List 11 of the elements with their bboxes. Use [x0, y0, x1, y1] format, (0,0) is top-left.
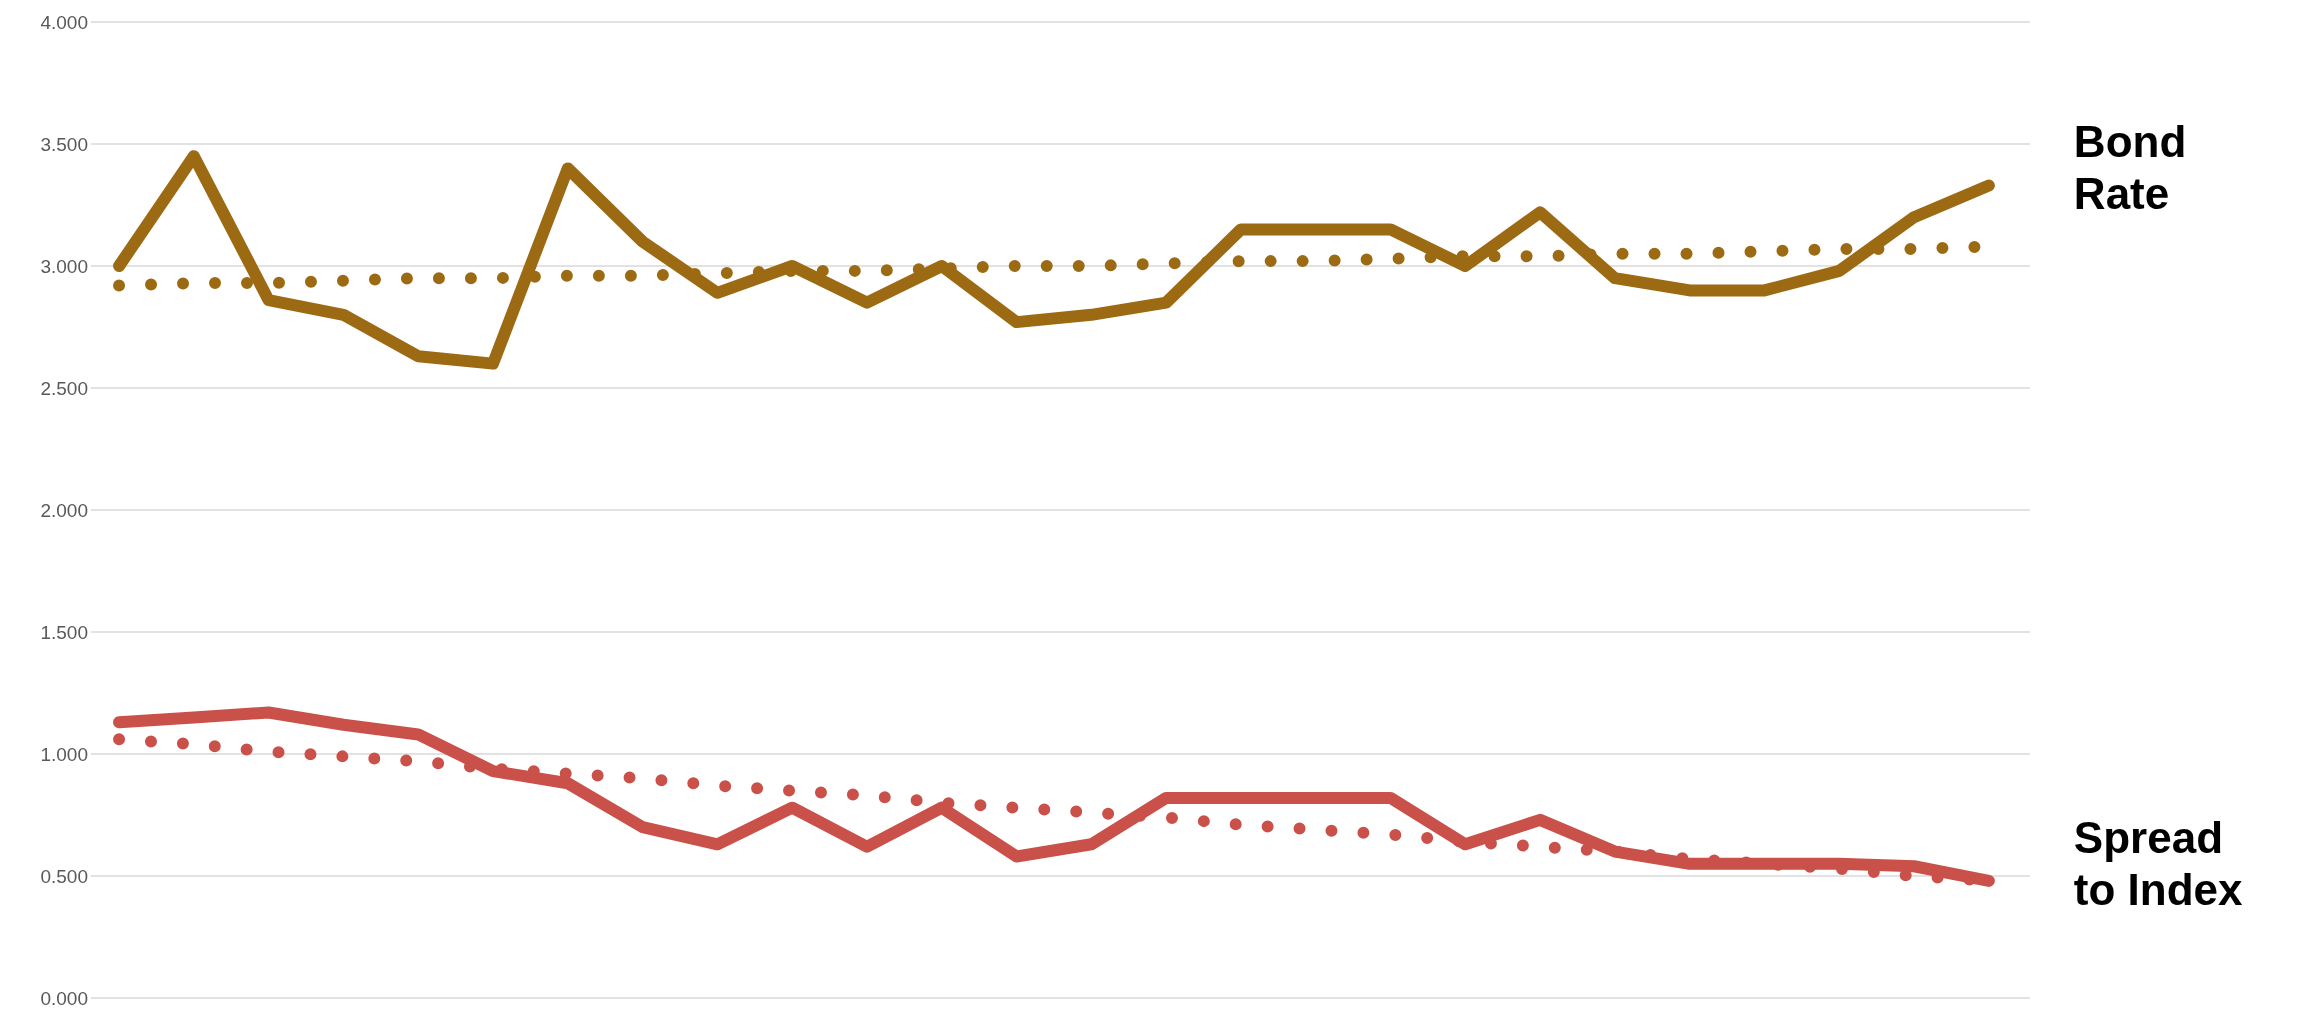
y-tick-label: 2.500 — [40, 377, 88, 399]
y-tick-label: 0.000 — [40, 987, 88, 1009]
y-tick-label: 0.500 — [40, 865, 88, 887]
y-tick-label: 3.000 — [40, 255, 88, 277]
y-tick-label: 1.000 — [40, 743, 88, 765]
y-tick-label: 3.500 — [40, 133, 88, 155]
y-tick-label: 4.000 — [40, 11, 88, 33]
series-label: Spread to Index — [2073, 812, 2244, 914]
y-tick-label: 2.000 — [40, 499, 88, 521]
y-tick-label: 1.500 — [40, 621, 88, 643]
series-label: Bond Rate — [2073, 117, 2187, 219]
